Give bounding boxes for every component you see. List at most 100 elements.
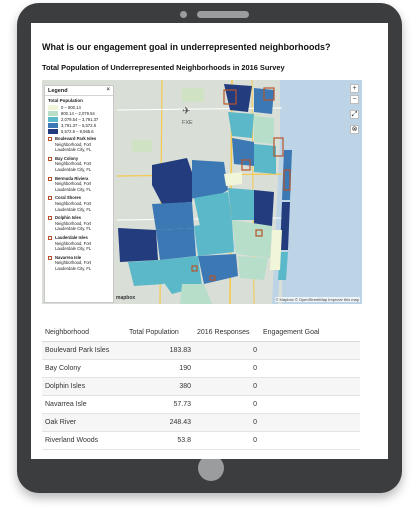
neighborhood-outline[interactable] — [273, 137, 284, 157]
table-row: Boulevard Park Isles 183.83 0 — [42, 341, 360, 360]
tract[interactable] — [180, 284, 212, 304]
neighborhood-outline[interactable] — [209, 275, 216, 281]
neighborhood-name: Lauderdale Isles — [55, 234, 88, 240]
neighborhood-outline[interactable] — [263, 87, 275, 101]
tract[interactable] — [194, 192, 232, 226]
table-row: Oak River 248.43 0 — [42, 413, 360, 432]
home-button[interactable] — [198, 455, 224, 481]
tract[interactable] — [254, 144, 276, 174]
choropleth-map[interactable]: ✈ FXE Legend × Total Population 0 – 800.… — [42, 80, 362, 304]
cell-goal[interactable] — [260, 341, 360, 360]
outline-swatch — [48, 216, 52, 221]
legend-swatch — [48, 128, 58, 134]
map-canvas[interactable]: ✈ FXE — [42, 80, 362, 304]
outline-swatch — [48, 196, 52, 201]
legend-neighborhood-label: Coral Shores Neighborhood, Fort Lauderdal… — [55, 195, 110, 212]
outline-swatch — [48, 176, 52, 181]
legend-neighborhood-item: Bermuda Riviera Neighborhood, Fort Lauder… — [45, 174, 113, 194]
tract[interactable] — [224, 84, 252, 112]
tract[interactable] — [128, 260, 164, 286]
legend-neighborhood-label: Bay Colony Neighborhood, Fort Lauderdale … — [55, 156, 110, 173]
legend-range-label: 3,791.37 – 5,572.8 — [61, 122, 96, 128]
cell-responses: 0 — [194, 359, 260, 378]
outline-swatch — [48, 156, 52, 161]
legend-swatch — [48, 122, 58, 128]
legend-neighborhood-item: Navarrea Isle Neighborhood, Fort Lauderda… — [45, 253, 113, 273]
legend-ranges: 0 – 800.14 800.14 – 2,079.54 2,079.54 – 3,… — [45, 104, 113, 134]
cell-goal[interactable] — [260, 359, 360, 378]
tract[interactable] — [198, 254, 238, 284]
cell-name: Oak River — [42, 413, 126, 432]
tract[interactable] — [280, 202, 290, 250]
tract[interactable] — [254, 116, 274, 144]
zoom-in-button[interactable]: + — [350, 84, 359, 93]
tract[interactable] — [118, 228, 158, 262]
cell-population: 248.43 — [126, 413, 194, 432]
tract[interactable] — [228, 188, 254, 220]
legend-swatch — [48, 110, 58, 116]
tract[interactable] — [238, 256, 268, 280]
screen: What is our engagement goal in underrepr… — [31, 23, 388, 459]
neighborhood-outline[interactable] — [283, 169, 291, 191]
tract[interactable] — [152, 158, 194, 204]
neighborhood-suffix: Neighborhood, Fort Lauderdale City, FL — [55, 181, 92, 192]
fullscreen-icon[interactable]: ⤢ — [350, 110, 359, 119]
legend-neighborhood-item: Lauderdale Isles Neighborhood, Fort Laude… — [45, 233, 113, 253]
neighborhood-name: Bermuda Riviera — [55, 175, 89, 181]
map-legend[interactable]: Legend × Total Population 0 – 800.14 800.… — [44, 85, 114, 303]
reset-view-icon[interactable]: ⊗ — [350, 125, 359, 134]
legend-range-label: 800.14 – 2,079.54 — [61, 110, 95, 116]
neighborhood-outline[interactable] — [241, 159, 251, 171]
cell-name: Riverland Woods — [42, 431, 126, 450]
ocean — [282, 80, 362, 304]
table-row: Navarrea Isle 57.73 0 — [42, 395, 360, 414]
tract[interactable] — [232, 220, 272, 258]
legend-neighborhood-label: Dolphin Isles Neighborhood, Fort Lauderda… — [55, 215, 110, 232]
tract[interactable] — [254, 88, 274, 114]
cell-responses: 0 — [194, 341, 260, 360]
column-header[interactable]: Total Population — [126, 324, 194, 342]
tract[interactable] — [192, 160, 228, 202]
cell-goal[interactable] — [260, 431, 360, 450]
legend-range-label: 5,572.8 – 9,565.6 — [61, 128, 94, 134]
neighborhood-outline[interactable] — [191, 265, 198, 272]
cell-goal[interactable] — [260, 395, 360, 414]
tract[interactable] — [224, 172, 242, 186]
table-row: Bay Colony 190 0 — [42, 359, 360, 378]
neighborhood-suffix: Neighborhood, Fort Lauderdale City, FL — [55, 161, 92, 172]
neighborhood-outline[interactable] — [223, 89, 237, 105]
neighborhood-outline[interactable] — [255, 229, 263, 237]
outline-swatch — [48, 235, 52, 240]
tract[interactable] — [232, 138, 254, 166]
legend-neighborhood-item: Bay Colony Neighborhood, Fort Lauderdale … — [45, 154, 113, 174]
tract[interactable] — [152, 202, 194, 230]
column-header[interactable]: Neighborhood — [42, 324, 126, 342]
zoom-out-button[interactable]: − — [350, 95, 359, 104]
tract[interactable] — [254, 190, 274, 226]
neighborhood-name: Bay Colony — [55, 155, 79, 161]
map-attribution[interactable]: © Mapbox © OpenStreetMap Improve this ma… — [274, 297, 360, 302]
camera-dot — [180, 11, 187, 18]
legend-swatch — [48, 116, 58, 122]
legend-close-icon[interactable]: × — [106, 87, 110, 93]
cell-responses: 0 — [194, 377, 260, 396]
legend-neighborhood-label: Bermuda Riviera Neighborhood, Fort Lauder… — [55, 176, 110, 193]
column-header[interactable]: Engagement Goal — [260, 324, 360, 342]
cell-name: Bay Colony — [42, 359, 126, 378]
neighborhood-name: Boulevard Park Isles — [55, 136, 97, 141]
cell-goal[interactable] — [260, 377, 360, 396]
neighborhood-name: Navarrea Isle — [55, 254, 82, 260]
cell-goal[interactable] — [260, 413, 360, 432]
neighborhood-suffix: Neighborhood, Fort Lauderdale City, FL — [55, 141, 92, 153]
column-header[interactable]: 2016 Responses — [194, 324, 260, 342]
tract[interactable] — [156, 228, 196, 260]
tract[interactable] — [228, 112, 254, 138]
cell-responses: 0 — [194, 413, 260, 432]
cell-population: 57.73 — [126, 395, 194, 414]
cell-name: Boulevard Park Isles — [42, 341, 126, 360]
tract[interactable] — [270, 230, 282, 270]
tract[interactable] — [194, 220, 234, 256]
legend-label: Legend — [48, 88, 68, 94]
legend-range-item: 3,791.37 – 5,572.8 — [45, 122, 113, 128]
cell-population: 380 — [126, 377, 194, 396]
